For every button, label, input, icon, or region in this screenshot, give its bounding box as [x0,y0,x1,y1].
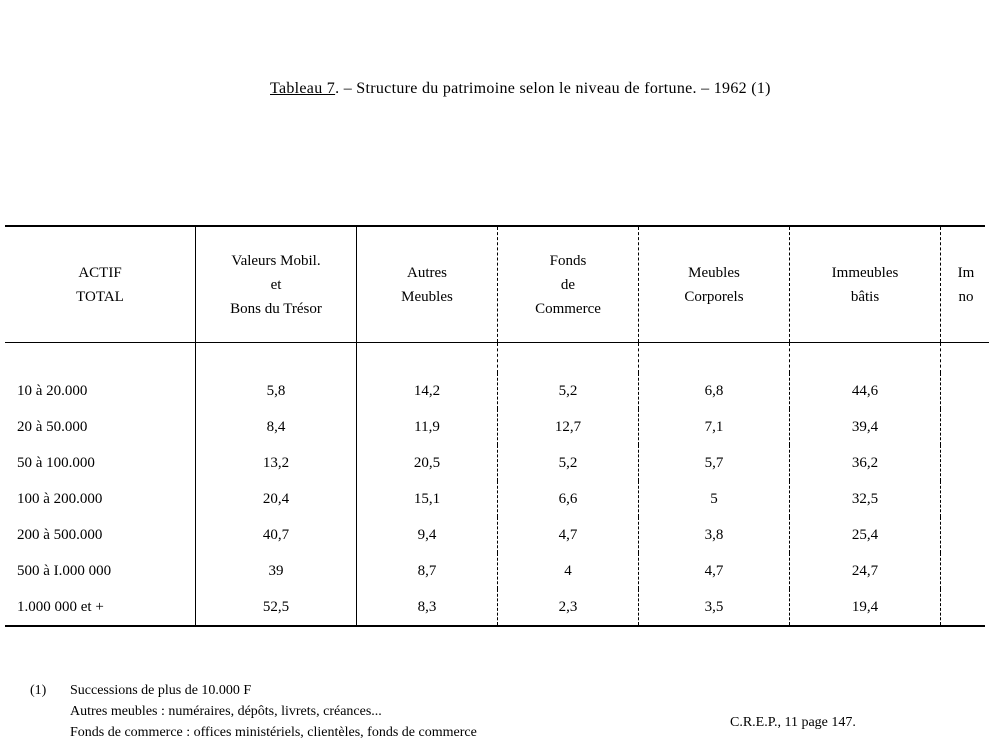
row-label: 1.000 000 et + [5,589,196,625]
cell: 13,2 [196,445,357,481]
row-label: 20 à 50.000 [5,409,196,445]
row-label: 50 à 100.000 [5,445,196,481]
cell: 8,3 [357,589,498,625]
cell [941,445,989,481]
cell: 32,5 [790,481,941,517]
cell [941,481,989,517]
cell: 14,2 [357,373,498,409]
cell: 20,5 [357,445,498,481]
cell: 52,5 [196,589,357,625]
cell: 12,7 [498,409,639,445]
cell: 8,7 [357,553,498,589]
cell: 40,7 [196,517,357,553]
footnote-number: (1) [30,680,70,701]
col-header-fonds: FondsdeCommerce [498,227,639,343]
table-row: 50 à 100.00013,220,55,25,736,2 [5,445,989,481]
cell: 24,7 [790,553,941,589]
table-row: 1.000 000 et +52,58,32,33,519,4 [5,589,989,625]
cell: 5,7 [639,445,790,481]
cell: 4,7 [639,553,790,589]
caption-label: Tableau 7 [270,80,335,97]
col-header-imm: Immeublesbâtis [790,227,941,343]
cell: 2,3 [498,589,639,625]
caption-rest: . – Structure du patrimoine selon le niv… [335,80,771,97]
table-header-row: ACTIFTOTALValeurs Mobil.etBons du Trésor… [5,227,989,343]
cell: 3,8 [639,517,790,553]
page: Tableau 7. – Structure du patrimoine sel… [0,0,989,747]
cell: 25,4 [790,517,941,553]
col-header-autres: AutresMeubles [357,227,498,343]
cell: 11,9 [357,409,498,445]
cell: 7,1 [639,409,790,445]
cell [941,589,989,625]
footnote-line-1: Successions de plus de 10.000 F [70,680,960,701]
table-row: 200 à 500.00040,79,44,73,825,4 [5,517,989,553]
table-row: 500 à I.000 000398,744,724,7 [5,553,989,589]
cell: 9,4 [357,517,498,553]
table-row: 100 à 200.00020,415,16,6532,5 [5,481,989,517]
cell [941,553,989,589]
cell: 4,7 [498,517,639,553]
cell [941,517,989,553]
cell: 5,2 [498,373,639,409]
cell: 4 [498,553,639,589]
table-body: 10 à 20.0005,814,25,26,844,620 à 50.0008… [5,343,989,626]
cell: 39,4 [790,409,941,445]
row-label: 100 à 200.000 [5,481,196,517]
col-header-meub: MeublesCorporels [639,227,790,343]
row-label: 200 à 500.000 [5,517,196,553]
cell: 44,6 [790,373,941,409]
table-row: 20 à 50.0008,411,912,77,139,4 [5,409,989,445]
cell: 20,4 [196,481,357,517]
cell: 6,6 [498,481,639,517]
footnotes: (1) Successions de plus de 10.000 F Autr… [30,680,960,743]
table-row: 10 à 20.0005,814,25,26,844,6 [5,373,989,409]
cell: 15,1 [357,481,498,517]
cell: 8,4 [196,409,357,445]
cell: 6,8 [639,373,790,409]
table-spacer-row [5,343,989,374]
citation: C.R.E.P., 11 page 147. [730,712,856,733]
cell: 19,4 [790,589,941,625]
cell: 5,2 [498,445,639,481]
col-header-actif: ACTIFTOTAL [5,227,196,343]
row-label: 10 à 20.000 [5,373,196,409]
cell: 5,8 [196,373,357,409]
cell: 39 [196,553,357,589]
patrimoine-table: ACTIFTOTALValeurs Mobil.etBons du Trésor… [5,227,989,625]
cell: 3,5 [639,589,790,625]
cell [941,409,989,445]
table-caption: Tableau 7. – Structure du patrimoine sel… [270,80,771,98]
col-header-last: Imno [941,227,989,343]
row-label: 500 à I.000 000 [5,553,196,589]
cell [941,373,989,409]
cell: 5 [639,481,790,517]
col-header-val: Valeurs Mobil.etBons du Trésor [196,227,357,343]
cell: 36,2 [790,445,941,481]
table-container: ACTIFTOTALValeurs Mobil.etBons du Trésor… [5,225,985,627]
